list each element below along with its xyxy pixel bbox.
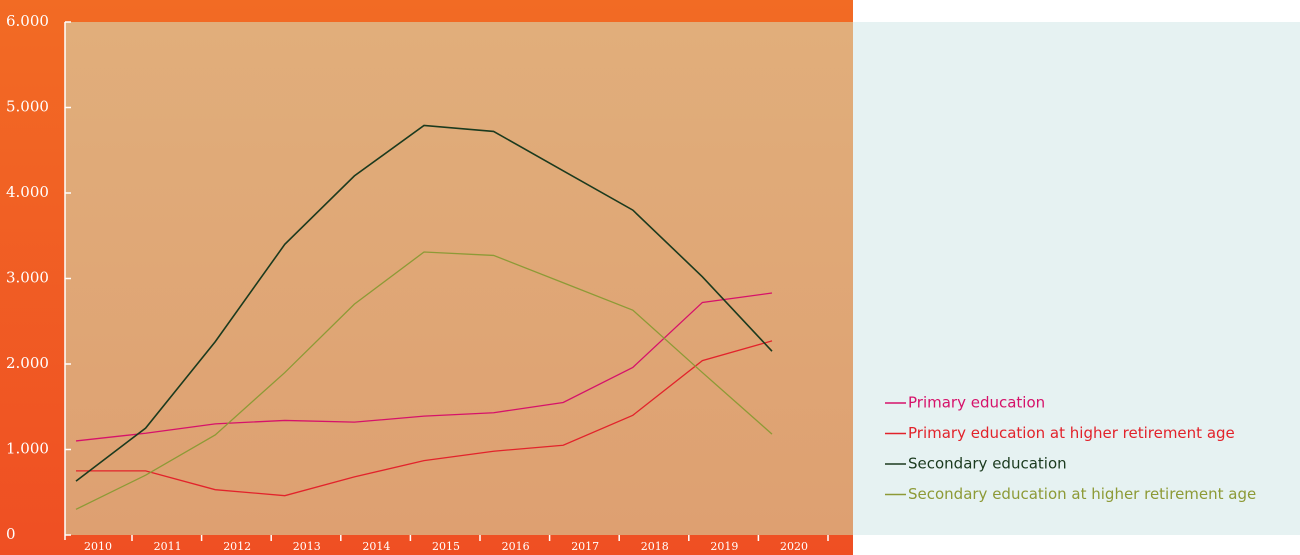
x-tick-label: 2016 — [502, 540, 530, 553]
legend-label: Secondary education at higher retirement… — [908, 485, 1256, 503]
y-tick-label: 2.000 — [6, 354, 49, 372]
x-tick-label: 2011 — [154, 540, 182, 553]
y-tick-label: 6.000 — [6, 12, 49, 30]
plot-area — [65, 22, 853, 535]
y-tick-label: 3.000 — [6, 269, 49, 287]
x-tick-label: 2020 — [780, 540, 808, 553]
y-tick-label: 0 — [6, 525, 16, 543]
legend-panel — [853, 22, 1300, 535]
y-tick-label: 5.000 — [6, 98, 49, 116]
x-tick-label: 2015 — [432, 540, 460, 553]
x-tick-label: 2010 — [84, 540, 112, 553]
legend-label: Secondary education — [908, 455, 1067, 473]
series-line — [75, 251, 773, 510]
series-line — [75, 124, 773, 482]
x-tick-label: 2012 — [223, 540, 251, 553]
series-line — [76, 340, 773, 497]
x-tick-label: 2017 — [571, 540, 599, 553]
x-tick-label: 2013 — [293, 540, 321, 553]
legend-label: Primary education at higher retirement a… — [908, 424, 1235, 442]
series-line — [75, 292, 773, 442]
x-tick-label: 2014 — [362, 540, 390, 553]
x-tick-label: 2018 — [641, 540, 669, 553]
y-tick-label: 1.000 — [6, 440, 49, 458]
x-tick-label: 2019 — [710, 540, 738, 553]
legend-label: Primary education — [908, 394, 1045, 412]
y-tick-label: 4.000 — [6, 183, 49, 201]
